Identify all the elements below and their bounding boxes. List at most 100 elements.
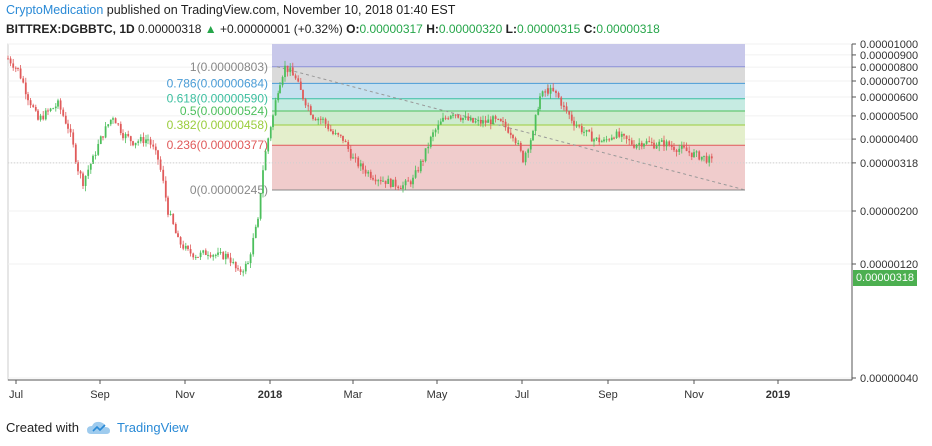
candle-body: [7, 58, 9, 60]
candle-body: [337, 133, 340, 135]
candle-body: [29, 100, 32, 106]
candle-body: [224, 253, 227, 260]
author-link[interactable]: CryptoMedication: [6, 3, 104, 17]
symbol-name: BITTREX:DGBBTC, 1D: [6, 22, 135, 36]
candle-body: [417, 170, 420, 172]
candle-body: [494, 116, 497, 119]
candle-body: [272, 115, 274, 128]
candle-body: [127, 133, 130, 137]
candle-body: [615, 131, 618, 139]
candle-body: [339, 134, 342, 136]
candle-body: [534, 114, 537, 131]
candle-body: [422, 160, 424, 162]
price-change: +0.00000001 (+0.32%): [220, 22, 343, 36]
candle-body: [24, 82, 27, 95]
candle-body: [124, 133, 127, 139]
candle-body: [514, 138, 517, 144]
candle-body: [12, 63, 15, 68]
candle-body: [279, 85, 281, 94]
candle-body: [319, 118, 322, 120]
candle-body: [212, 255, 215, 257]
candle-body: [209, 254, 212, 257]
candle-body: [645, 141, 648, 144]
candle-body: [182, 244, 185, 249]
candle-body: [504, 121, 507, 128]
candle-body: [462, 117, 464, 121]
candle-body: [32, 105, 35, 107]
candle-body: [247, 263, 249, 265]
tradingview-link[interactable]: TradingView: [116, 420, 189, 435]
candle-body: [239, 269, 242, 272]
candle-body: [389, 178, 392, 187]
candle-body: [257, 218, 259, 227]
candle-body: [469, 118, 472, 121]
y-tick-label: 0.00000318: [860, 158, 918, 170]
candle-body: [482, 120, 484, 124]
candle-body: [232, 261, 235, 263]
candle-body: [177, 233, 179, 238]
candle-body: [502, 121, 504, 123]
candle-body: [254, 226, 257, 238]
candle-body: [512, 134, 514, 139]
candle-body: [680, 145, 683, 149]
candle-body: [145, 139, 147, 144]
fib-level-label: 0(0.00000245): [190, 183, 268, 197]
x-tick-label: Sep: [598, 389, 618, 401]
candle-body: [412, 177, 414, 185]
candle-body: [524, 152, 527, 163]
candle-body: [142, 137, 145, 144]
candle-body: [262, 170, 264, 194]
last-price: 0.00000318: [138, 22, 202, 36]
candle-body: [17, 67, 19, 69]
candle-body: [322, 118, 324, 120]
candle-body: [588, 129, 591, 132]
fib-level-label: 0.786(0.00000684): [167, 76, 268, 90]
candle-body: [234, 261, 237, 269]
candle-body: [532, 130, 534, 141]
close-label: C:: [583, 22, 597, 36]
candle-body: [159, 159, 162, 170]
candle-body: [327, 123, 330, 130]
candle-body: [214, 254, 217, 256]
candle-body: [541, 91, 544, 97]
candle-body: [557, 92, 560, 98]
candle-body: [192, 253, 195, 258]
candle-body: [107, 124, 110, 127]
candle-body: [364, 169, 367, 174]
candle-body: [394, 179, 397, 187]
candle-body: [447, 118, 450, 120]
candle-body: [37, 110, 39, 120]
footer: Created with TradingView: [6, 420, 189, 435]
candle-body: [164, 180, 167, 198]
candle-body: [675, 150, 678, 152]
candle-body: [489, 119, 492, 125]
candle-body: [497, 118, 500, 120]
y-tick-label: 0.00001000: [860, 40, 918, 51]
candle-body: [397, 186, 400, 189]
candle-body: [698, 151, 701, 160]
candle-body: [608, 139, 611, 141]
candle-body: [87, 169, 90, 176]
candle-body: [82, 173, 84, 186]
candle-body: [522, 150, 524, 163]
candle-body: [281, 77, 284, 86]
y-tick-label: 0.00000500: [860, 111, 918, 123]
candle-body: [52, 108, 55, 110]
candle-body: [119, 123, 122, 134]
y-tick-label: 0.00000700: [860, 76, 918, 88]
candle-body: [580, 126, 583, 133]
tradingview-logo-icon: [86, 421, 111, 435]
candle-body: [549, 87, 552, 94]
x-tick-label: May: [427, 389, 448, 401]
candle-body: [547, 88, 549, 94]
candle-body: [638, 142, 641, 145]
candle-body: [673, 146, 675, 151]
price-chart[interactable]: 1(0.00000803) 0.786(0.00000684) 0.618(0.00…: [0, 40, 932, 412]
candle-body: [643, 143, 645, 147]
candle-body: [575, 125, 578, 127]
candle-body: [695, 151, 698, 153]
candle-body: [452, 114, 454, 116]
y-tick-label: 0.00000400: [860, 134, 918, 146]
candle-body: [603, 139, 605, 142]
candle-body: [519, 142, 522, 151]
